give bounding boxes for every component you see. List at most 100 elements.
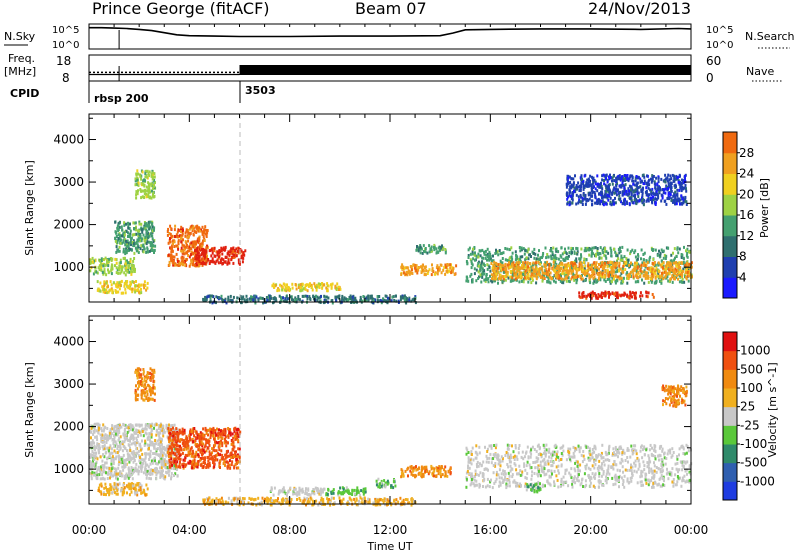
power-cell bbox=[670, 177, 673, 181]
power-cell bbox=[623, 260, 626, 264]
power-cell bbox=[319, 283, 321, 286]
power-cell bbox=[623, 186, 626, 190]
power-cell bbox=[89, 269, 92, 273]
power-cell bbox=[662, 256, 665, 260]
power-cell bbox=[537, 260, 540, 264]
velocity-cell bbox=[113, 467, 116, 471]
power-cell bbox=[282, 299, 285, 303]
power-cell bbox=[489, 252, 492, 256]
power-cell bbox=[613, 292, 616, 296]
power-cell bbox=[468, 246, 471, 250]
power-cell bbox=[595, 254, 597, 258]
power-cell bbox=[508, 259, 511, 263]
power-cell bbox=[484, 256, 487, 260]
power-cell bbox=[589, 281, 592, 285]
power-cell bbox=[508, 257, 511, 261]
velocity-cell bbox=[166, 444, 169, 448]
velocity-cell bbox=[103, 440, 106, 444]
power-cell bbox=[145, 228, 148, 232]
power-cell bbox=[302, 287, 305, 291]
power-cell bbox=[634, 255, 637, 259]
power-cell bbox=[243, 298, 246, 302]
power-cell bbox=[616, 275, 619, 279]
power-cell bbox=[137, 238, 140, 241]
power-cell bbox=[134, 179, 137, 183]
power-cell bbox=[649, 269, 652, 273]
power-cell bbox=[513, 270, 516, 274]
velocity-cell bbox=[150, 459, 153, 463]
power-cell bbox=[119, 238, 122, 242]
power-cell bbox=[622, 183, 625, 187]
cpid-segment-2: 3503 bbox=[245, 84, 276, 97]
power-cell bbox=[189, 225, 192, 229]
velocity-cell bbox=[144, 468, 147, 472]
power-cell bbox=[586, 184, 589, 188]
power-cell bbox=[117, 222, 120, 226]
power-cell bbox=[594, 187, 597, 191]
power-cell bbox=[537, 257, 540, 261]
power-cell bbox=[595, 294, 597, 298]
power-cell bbox=[562, 257, 565, 261]
power-cell bbox=[209, 294, 211, 298]
power-cell bbox=[600, 256, 603, 260]
power-cell bbox=[507, 266, 510, 270]
power-cell bbox=[190, 260, 193, 263]
power-cell bbox=[601, 174, 604, 178]
power-cell bbox=[232, 256, 235, 259]
power-cell bbox=[493, 260, 496, 264]
power-cell bbox=[657, 196, 660, 200]
power-cell bbox=[168, 260, 171, 264]
power-cell bbox=[629, 290, 632, 294]
power-cell bbox=[320, 294, 322, 298]
power-cell bbox=[594, 277, 597, 281]
power-cell bbox=[179, 237, 182, 241]
power-cell bbox=[171, 249, 174, 253]
power-cell bbox=[633, 198, 636, 202]
power-cell bbox=[438, 268, 441, 272]
power-cell bbox=[604, 249, 607, 253]
power-cell bbox=[207, 294, 210, 298]
power-cell bbox=[629, 294, 632, 298]
power-cell bbox=[593, 275, 596, 279]
power-cell bbox=[114, 289, 117, 292]
power-cell bbox=[148, 188, 151, 192]
velocity-cell bbox=[97, 430, 100, 434]
power-cell bbox=[636, 182, 638, 186]
velocity-cell bbox=[144, 431, 147, 435]
power-cell bbox=[548, 263, 551, 266]
power-cell bbox=[325, 295, 328, 299]
power-cell bbox=[110, 287, 113, 291]
power-cell bbox=[208, 262, 211, 265]
velocity-cell bbox=[156, 471, 159, 475]
power-cell bbox=[171, 255, 174, 259]
power-cell bbox=[619, 185, 622, 189]
power-cell bbox=[641, 191, 644, 195]
power-cell bbox=[306, 289, 309, 293]
power-cell bbox=[578, 262, 581, 266]
velocity-cell bbox=[134, 466, 137, 470]
velocity-cell bbox=[123, 427, 126, 431]
power-cell bbox=[519, 249, 522, 253]
power-cell bbox=[577, 201, 580, 205]
velocity-cell bbox=[108, 452, 111, 456]
power-cell bbox=[656, 187, 659, 191]
power-cell bbox=[567, 262, 570, 265]
velocity-cell bbox=[164, 466, 167, 469]
power-cell bbox=[120, 270, 123, 274]
power-cell bbox=[240, 301, 243, 305]
power-cell bbox=[151, 229, 154, 233]
power-cell bbox=[609, 260, 612, 264]
power-cell bbox=[402, 271, 405, 275]
power-cell bbox=[659, 263, 662, 267]
power-cell bbox=[523, 276, 526, 280]
power-cell bbox=[202, 249, 205, 252]
power-cell bbox=[572, 177, 575, 181]
power-cell bbox=[288, 286, 291, 290]
power-cell bbox=[402, 295, 405, 299]
power-cell bbox=[147, 192, 150, 196]
velocity-cell bbox=[172, 453, 175, 457]
power-cell bbox=[499, 252, 502, 256]
power-cell bbox=[582, 260, 585, 264]
power-cell bbox=[596, 247, 599, 250]
